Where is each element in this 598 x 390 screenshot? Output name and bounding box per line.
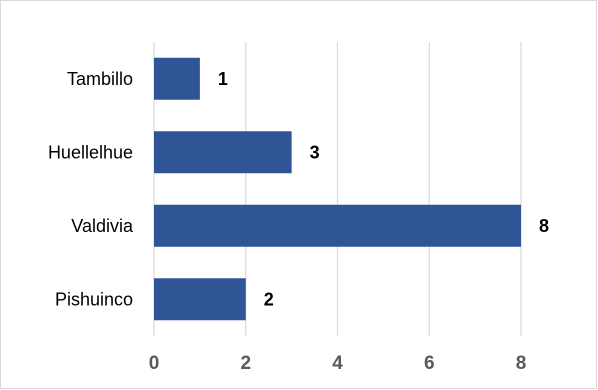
category-labels: Tambillo Huellelhue Valdivia Pishuinco [48, 69, 134, 310]
bar-tambillo [154, 57, 200, 100]
category-label: Tambillo [67, 69, 133, 89]
bar-pishuinco [154, 278, 246, 321]
x-tick-label: 0 [149, 353, 160, 374]
data-label: 8 [539, 216, 549, 236]
category-label: Pishuinco [55, 289, 133, 309]
data-labels: 1 3 8 2 [218, 69, 549, 310]
x-tick-label: 6 [424, 353, 435, 374]
x-tick-label: 8 [516, 353, 527, 374]
data-label: 1 [218, 69, 228, 89]
data-label: 2 [264, 289, 274, 309]
bar-valdivia [154, 204, 521, 247]
category-label: Huellelhue [48, 142, 133, 162]
bar-huellelhue [154, 131, 292, 174]
x-tick-labels: 0 2 4 6 8 [149, 353, 527, 374]
category-label: Valdivia [71, 216, 134, 236]
data-label: 3 [310, 142, 320, 162]
x-tick-label: 4 [332, 353, 343, 374]
bars [154, 57, 521, 321]
x-tick-label: 2 [240, 353, 251, 374]
